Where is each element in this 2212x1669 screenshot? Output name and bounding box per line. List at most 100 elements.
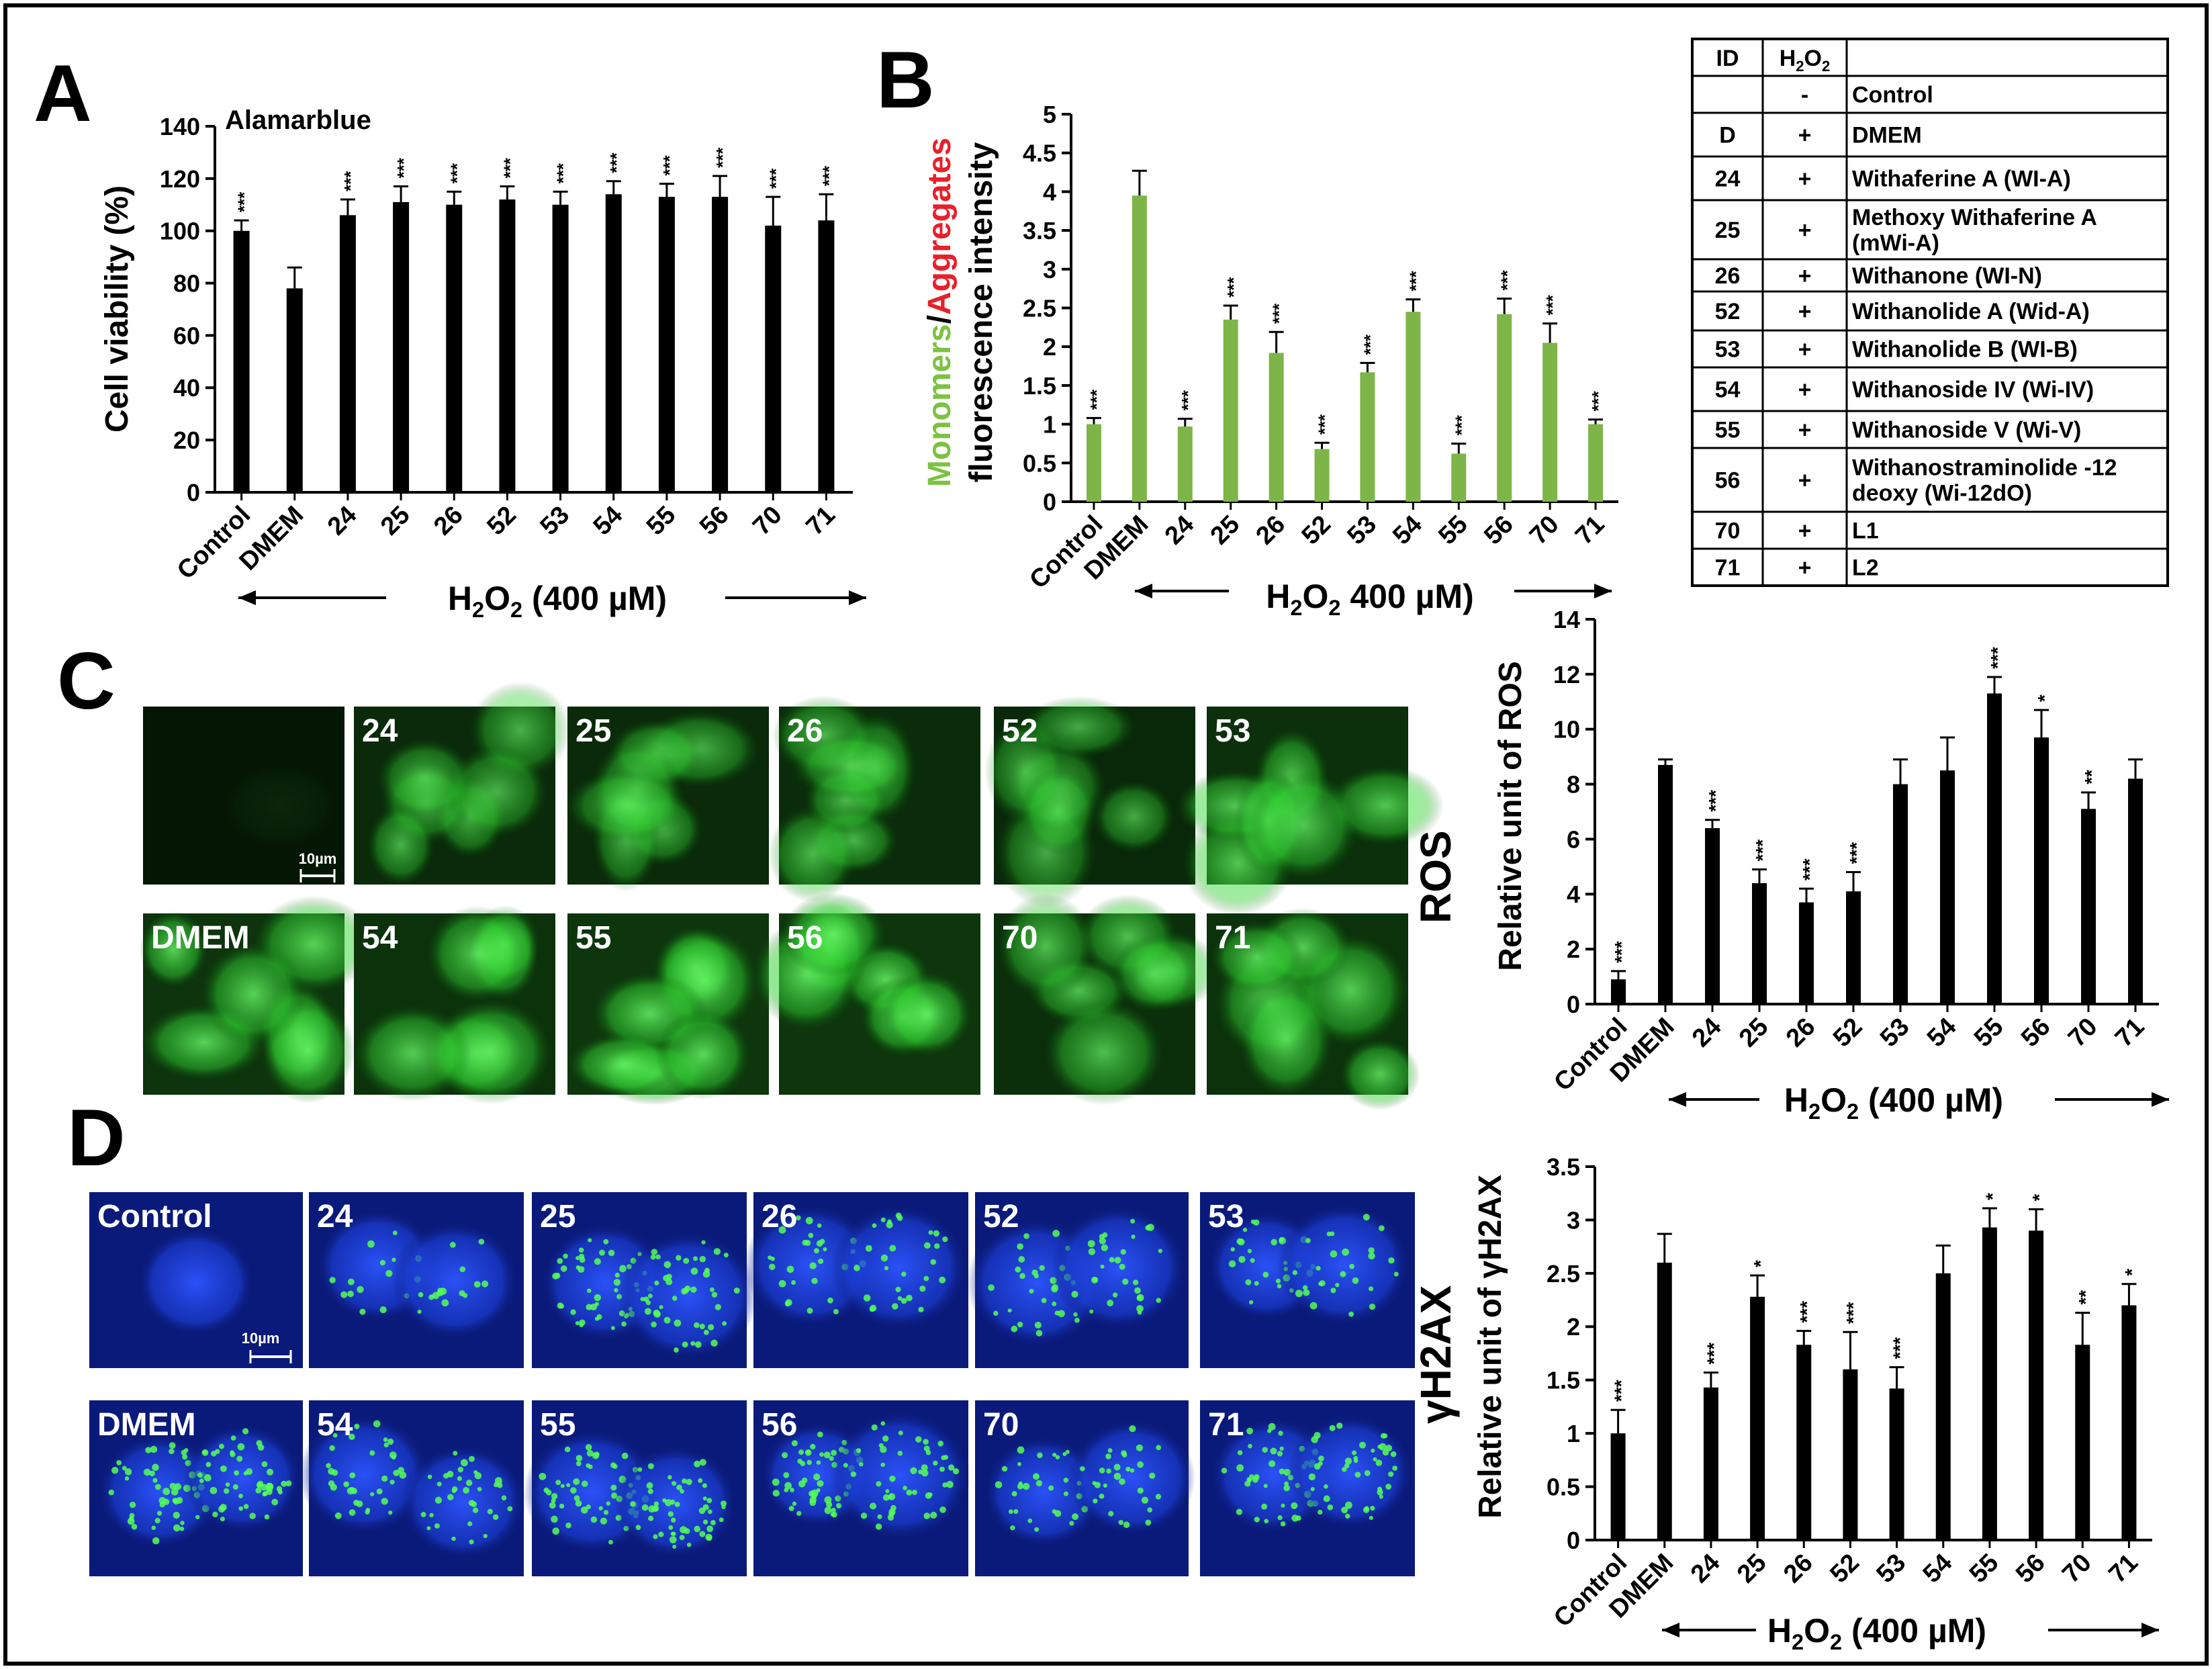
dna-damage-focus: [1130, 1218, 1136, 1224]
dna-damage-focus: [575, 1256, 580, 1261]
dna-damage-focus: [467, 1521, 473, 1527]
table-cell-id: 56: [1715, 468, 1741, 494]
dna-damage-focus: [603, 1238, 609, 1245]
dna-damage-focus: [347, 1278, 355, 1285]
dna-damage-focus: [1341, 1506, 1348, 1514]
category-label: 52: [1825, 1549, 1865, 1589]
dna-damage-focus: [921, 1469, 929, 1477]
dna-damage-focus: [1238, 1238, 1245, 1246]
chart-d-ylabel: Relative unit of γH2AX: [1473, 1175, 1508, 1519]
dna-damage-focus: [1121, 1450, 1127, 1456]
table-cell-name: Methoxy Withaferine A: [1852, 205, 2097, 230]
dna-damage-focus: [672, 1481, 677, 1486]
dna-damage-focus: [783, 1472, 790, 1478]
dna-damage-focus: [1348, 1311, 1354, 1317]
chart-a-title: Alamarblue: [225, 105, 371, 135]
dna-damage-focus: [690, 1267, 698, 1275]
dna-damage-focus: [1262, 1271, 1269, 1278]
bar-dmem: [1658, 764, 1673, 1004]
dna-damage-focus: [1054, 1310, 1060, 1316]
bar-control: [1086, 424, 1101, 502]
table-cell-id: D: [1719, 123, 1736, 148]
dna-damage-focus: [884, 1266, 889, 1271]
dna-damage-focus: [276, 1486, 283, 1492]
dna-damage-focus: [610, 1484, 617, 1491]
bar-71: [2128, 778, 2143, 1004]
dna-damage-focus: [1270, 1447, 1277, 1455]
chart-b-right-arrow: [1514, 584, 1612, 598]
bar-55: [1451, 453, 1467, 502]
dna-damage-focus: [566, 1483, 571, 1488]
dna-damage-focus: [356, 1500, 363, 1508]
dna-damage-focus: [451, 1536, 456, 1541]
dna-damage-focus: [1055, 1455, 1060, 1459]
bar-55: [1982, 1227, 1997, 1540]
dna-damage-focus: [399, 1472, 407, 1479]
dna-damage-focus: [281, 1480, 287, 1487]
dna-damage-focus: [1330, 1231, 1335, 1236]
significance-marker: ***: [1843, 1302, 1863, 1324]
dna-damage-focus: [359, 1308, 366, 1315]
dna-damage-focus: [930, 1259, 937, 1265]
dna-damage-focus: [417, 1309, 422, 1314]
dna-damage-focus: [707, 1509, 712, 1515]
dna-damage-focus: [1368, 1247, 1375, 1254]
dna-damage-focus: [699, 1459, 706, 1466]
dna-damage-focus: [811, 1277, 818, 1284]
table-cell-name: L2: [1852, 555, 1879, 581]
dna-damage-focus: [599, 1249, 606, 1256]
dna-damage-focus: [460, 1459, 468, 1467]
cell-shape: [655, 1009, 750, 1100]
dna-damage-focus: [1062, 1452, 1067, 1457]
dna-damage-focus: [784, 1488, 789, 1492]
dna-damage-focus: [471, 1501, 477, 1508]
dna-damage-focus: [1278, 1431, 1283, 1436]
dna-damage-focus: [483, 1533, 488, 1539]
dna-damage-focus: [199, 1478, 204, 1484]
bar-56: [1497, 314, 1512, 502]
dna-damage-focus: [856, 1448, 862, 1453]
category-label: 53: [1875, 1013, 1915, 1053]
tile-label: 24: [362, 713, 398, 749]
dna-damage-focus: [473, 1281, 481, 1288]
dna-damage-focus: [710, 1339, 718, 1347]
dna-damage-focus: [1112, 1292, 1118, 1298]
bar-70: [765, 225, 782, 492]
y-tick-label: 0.5: [1547, 1474, 1580, 1501]
dna-damage-focus: [560, 1484, 565, 1488]
dna-damage-focus: [1018, 1481, 1023, 1486]
dna-damage-focus: [654, 1280, 659, 1285]
dna-damage-focus: [156, 1510, 163, 1516]
dna-damage-focus: [923, 1439, 929, 1445]
gh2ax-micrograph-tile: 56: [753, 1400, 971, 1576]
bar-70: [2081, 809, 2096, 1004]
dna-damage-focus: [1015, 1266, 1021, 1273]
chart-a-xlabel: H2O2 (400 µM): [448, 580, 667, 622]
dna-damage-focus: [477, 1486, 482, 1492]
dna-damage-focus: [942, 1236, 948, 1243]
dna-damage-focus: [590, 1304, 598, 1311]
cell-shape: [220, 761, 342, 851]
dna-damage-focus: [1246, 1427, 1254, 1435]
y-tick-label: 60: [173, 322, 200, 349]
category-label: 56: [1479, 510, 1519, 551]
dna-damage-focus: [481, 1280, 489, 1288]
dna-damage-focus: [1011, 1491, 1017, 1497]
dna-damage-focus: [939, 1466, 945, 1472]
table-cell-h2o2: +: [1798, 218, 1812, 243]
dna-damage-focus: [1330, 1288, 1336, 1294]
dna-damage-focus: [457, 1476, 462, 1482]
table-cell-name: Withanolide B (WI-B): [1852, 337, 2078, 363]
dna-damage-focus: [266, 1468, 274, 1476]
dna-damage-focus: [703, 1329, 709, 1335]
dna-damage-focus: [923, 1275, 929, 1281]
dna-damage-focus: [1238, 1255, 1246, 1263]
category-label: 56: [694, 501, 735, 541]
significance-marker: **: [2081, 770, 2102, 784]
dna-damage-focus: [379, 1259, 385, 1266]
dna-damage-focus: [788, 1506, 794, 1511]
dna-damage-focus: [921, 1464, 928, 1472]
significance-marker: ***: [1269, 303, 1289, 324]
category-label: 56: [2011, 1549, 2051, 1589]
table-row: 25 + Methoxy Withaferine A(mWi-A): [1715, 205, 2097, 256]
